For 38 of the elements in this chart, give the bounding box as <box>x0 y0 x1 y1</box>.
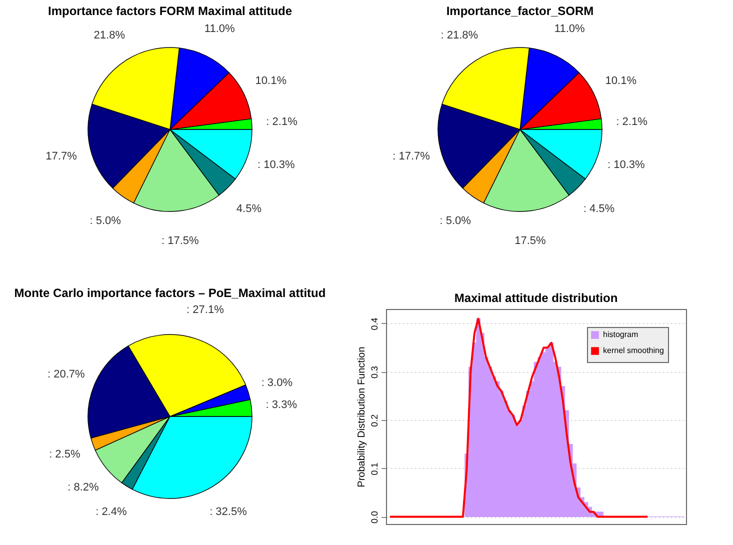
data-label: : 27.1% <box>186 304 224 316</box>
y-tick-label: 0.2 <box>370 414 380 427</box>
data-label: 10.1% <box>255 74 287 87</box>
data-label: : 10.3% <box>608 159 646 172</box>
y-axis-title: Probability Distribution Function <box>356 346 368 488</box>
data-label: 11.0% <box>554 23 585 36</box>
chart-title: Importance_factor_SORM <box>446 4 594 18</box>
y-tick-label: 0.0 <box>370 510 380 524</box>
data-label: : 5.0% <box>440 214 472 227</box>
data-label: : 20.7% <box>48 368 86 380</box>
data-label: : 17.7% <box>392 150 430 162</box>
legend-label: kernel smoothing <box>603 346 664 355</box>
y-tick-label: 0.4 <box>370 318 380 330</box>
data-label: : 2.5% <box>49 448 80 461</box>
chart-title: Maximal attitude distribution <box>454 291 618 305</box>
data-label: : 4.5% <box>583 202 615 215</box>
data-label: 4.5% <box>236 202 262 215</box>
data-label: : 2.4% <box>96 506 127 518</box>
legend-label: histogram <box>603 330 638 339</box>
data-label: : 17.5% <box>162 235 200 248</box>
chart-title: Importance factors FORM Maximal attitude <box>48 4 292 18</box>
data-label: : 2.1% <box>266 116 298 128</box>
data-label: : 3.3% <box>266 398 298 411</box>
data-label: : 3.0% <box>261 377 293 390</box>
data-label: 21.8% <box>94 29 126 42</box>
data-label: : 21.8% <box>440 29 478 42</box>
data-label: 10.1% <box>605 74 637 87</box>
y-tick-label: 0.1 <box>370 462 380 476</box>
chart-title: Monte Carlo importance factors – PoE_Maximal attitud <box>14 286 326 300</box>
data-label: : 2.1% <box>616 116 648 128</box>
data-label: 11.0% <box>204 23 235 36</box>
y-tick-label: 0.3 <box>370 366 380 379</box>
data-label: : 10.3% <box>258 159 296 172</box>
data-label: 17.7% <box>46 150 78 162</box>
data-label: 17.5% <box>514 235 546 248</box>
data-label: : 32.5% <box>210 506 248 518</box>
data-label: : 8.2% <box>68 481 99 494</box>
data-label: : 5.0% <box>90 214 122 227</box>
